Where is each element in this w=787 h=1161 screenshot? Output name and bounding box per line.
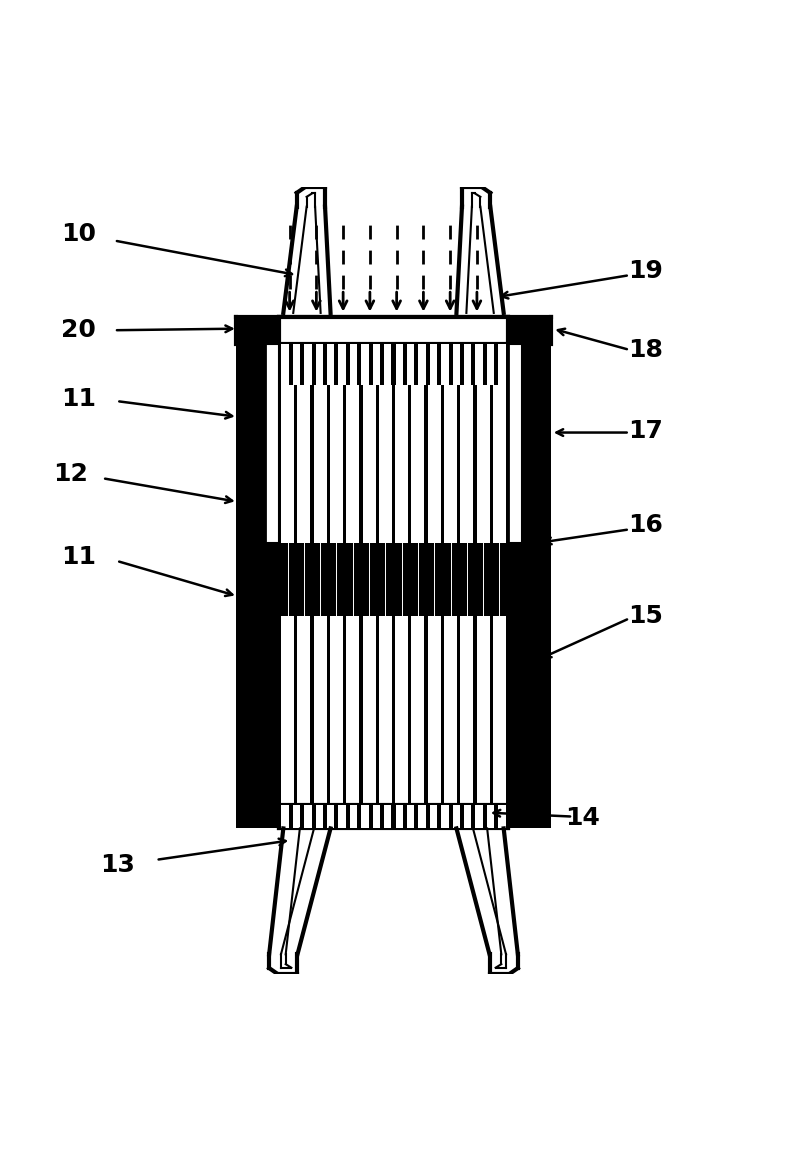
Text: 18: 18	[628, 338, 663, 362]
Bar	[279, 542, 508, 616]
Bar	[395, 385, 408, 805]
Bar	[279, 805, 508, 829]
Bar	[279, 805, 508, 829]
Bar	[236, 317, 279, 345]
Bar	[475, 345, 482, 385]
Bar	[338, 805, 345, 829]
Bar	[419, 345, 426, 385]
Bar	[407, 805, 414, 829]
Bar	[460, 385, 473, 805]
Bar	[396, 345, 403, 385]
Text: 10: 10	[61, 222, 96, 246]
Bar	[419, 805, 426, 829]
Bar	[279, 805, 508, 829]
Bar	[327, 345, 334, 385]
Bar	[282, 805, 289, 829]
Bar	[427, 385, 441, 805]
Bar	[293, 805, 300, 829]
Bar	[327, 805, 334, 829]
Bar	[379, 385, 392, 805]
Bar	[384, 345, 391, 385]
Text: 12: 12	[54, 462, 88, 486]
Text: 17: 17	[628, 419, 663, 444]
Bar	[464, 345, 471, 385]
Bar	[477, 385, 490, 805]
Bar	[475, 805, 482, 829]
Bar	[430, 805, 437, 829]
Bar	[498, 345, 505, 385]
Text: 19: 19	[628, 259, 663, 283]
Bar	[279, 317, 508, 345]
Bar	[236, 317, 279, 829]
Text: 11: 11	[61, 388, 96, 411]
Bar	[487, 805, 494, 829]
Bar	[350, 345, 357, 385]
Text: 11: 11	[61, 545, 96, 569]
Bar	[282, 345, 289, 385]
Bar	[493, 385, 506, 805]
Text: 16: 16	[628, 513, 663, 538]
Bar	[361, 805, 368, 829]
Bar	[363, 385, 375, 805]
Bar	[305, 805, 312, 829]
Bar	[316, 345, 323, 385]
Bar	[316, 805, 323, 829]
Bar	[498, 805, 505, 829]
Bar	[508, 805, 551, 829]
Bar	[453, 345, 460, 385]
Bar	[373, 805, 380, 829]
Bar	[373, 345, 380, 385]
Text: 13: 13	[101, 853, 135, 878]
Bar	[279, 385, 508, 805]
Text: 15: 15	[628, 604, 663, 628]
Bar	[346, 385, 359, 805]
Bar	[508, 317, 551, 345]
Bar	[279, 317, 508, 345]
Bar	[508, 345, 522, 542]
Bar	[293, 345, 300, 385]
Bar	[313, 385, 327, 805]
Bar	[265, 345, 279, 542]
Bar	[279, 345, 508, 385]
Bar	[338, 345, 345, 385]
Bar	[464, 805, 471, 829]
Bar	[412, 385, 424, 805]
Bar	[453, 805, 460, 829]
Bar	[384, 805, 391, 829]
Bar	[407, 345, 414, 385]
Bar	[487, 345, 494, 385]
Bar	[442, 345, 449, 385]
Bar	[396, 805, 403, 829]
Bar	[508, 317, 551, 829]
Bar	[361, 345, 368, 385]
Text: 14: 14	[565, 806, 600, 830]
Bar	[350, 805, 357, 829]
Bar	[430, 345, 437, 385]
Bar	[297, 385, 310, 805]
Bar	[305, 345, 312, 385]
Bar	[442, 805, 449, 829]
Bar	[236, 805, 279, 829]
Text: 20: 20	[61, 318, 96, 342]
Bar	[444, 385, 457, 805]
Bar	[330, 385, 343, 805]
Bar	[281, 385, 294, 805]
